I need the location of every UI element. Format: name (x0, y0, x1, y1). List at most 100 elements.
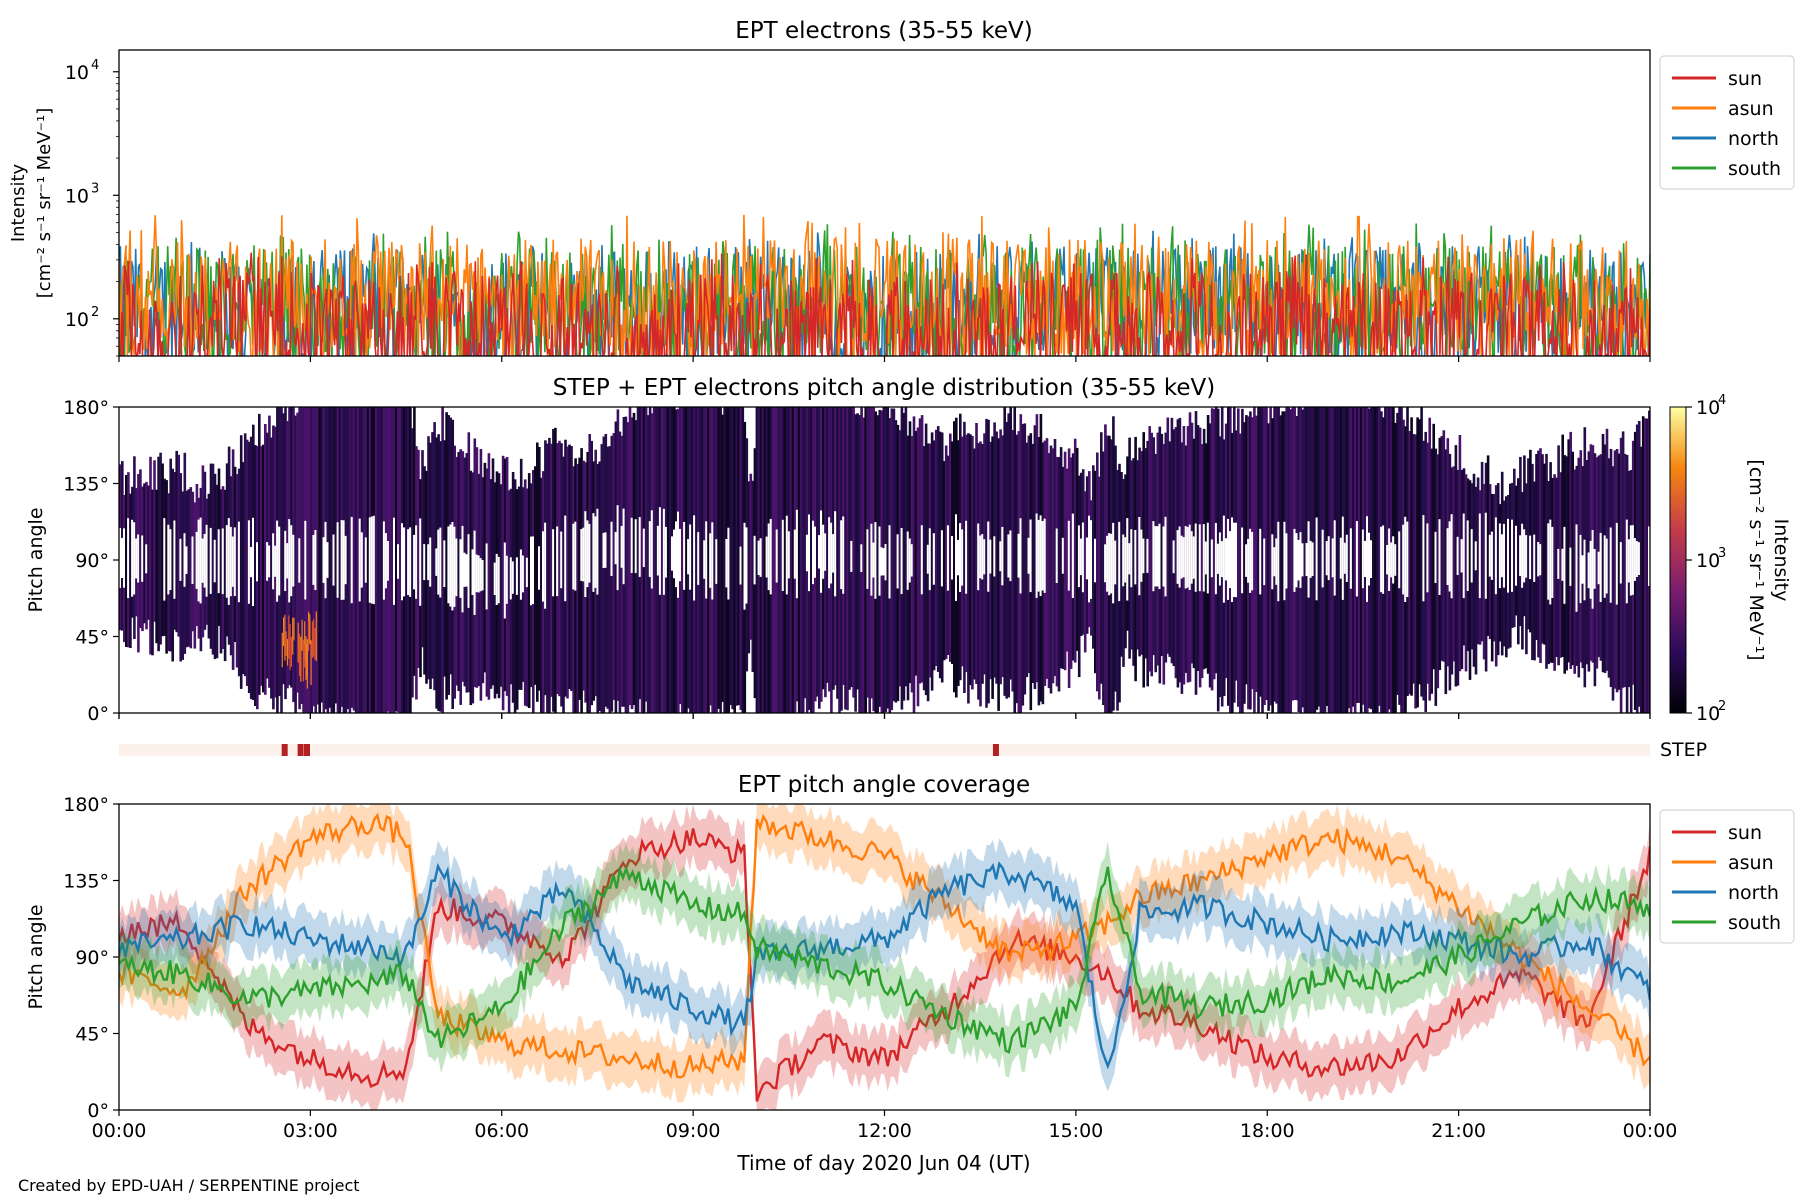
pad-gap (203, 533, 207, 588)
pad-gap (1648, 526, 1650, 586)
pad-gap (1188, 524, 1192, 590)
pad-column (316, 407, 320, 705)
pad-gap (560, 531, 563, 589)
pad-column (1476, 477, 1480, 645)
pad-column (264, 424, 267, 695)
pad-column (614, 421, 618, 713)
x-axis-label: Time of day 2020 Jun 04 (UT) (736, 1151, 1030, 1175)
pad-column (1237, 408, 1240, 707)
pad-gap (1382, 525, 1385, 594)
panel1-ylabel-units: [cm⁻² s⁻¹ sr⁻¹ MeV⁻¹] (34, 108, 55, 299)
pad-column (1045, 438, 1049, 679)
pad-gap (664, 526, 668, 578)
pad-column (457, 451, 461, 691)
pad-column (898, 430, 902, 687)
pad-gap (1216, 543, 1220, 574)
pad-column (1464, 474, 1468, 672)
pad-column (912, 416, 916, 713)
panel2-title: STEP + EPT electrons pitch angle distrib… (553, 375, 1215, 401)
pad-column (338, 407, 342, 713)
pad-gap (183, 533, 187, 587)
pad-gap (1633, 538, 1637, 581)
pad-gap (1085, 537, 1089, 580)
legend3-label-asun: asun (1728, 852, 1774, 874)
pad-column (405, 407, 408, 713)
pad-column (779, 407, 783, 713)
pad-gap (415, 525, 418, 599)
pad-column (1265, 407, 1268, 700)
pad-gap (1533, 534, 1536, 582)
y-tick-label: 135° (63, 474, 109, 496)
pad-column (1418, 419, 1421, 685)
pad-gap (993, 536, 996, 577)
pad-gap (1186, 527, 1190, 588)
pad-column (507, 490, 511, 713)
pad-column (783, 407, 787, 713)
colorbar-units: [cm⁻² s⁻¹ sr⁻¹ MeV⁻¹] (1745, 459, 1767, 660)
pad-column (223, 489, 227, 662)
pad-gap (503, 542, 507, 619)
pad-gap (231, 536, 235, 587)
pad-gap (1370, 540, 1373, 578)
pad-column (1527, 458, 1530, 630)
pad-gap (1146, 538, 1150, 573)
pad-column (1573, 469, 1577, 674)
pad-gap (805, 534, 809, 572)
pad-gap (638, 517, 642, 577)
pad-column (1432, 423, 1436, 670)
pad-gap (1470, 529, 1474, 583)
pad-column (1623, 453, 1627, 687)
pad-gap (677, 511, 680, 598)
pad-gap (350, 516, 354, 604)
pad-gap (1494, 517, 1498, 595)
pad-gap (824, 533, 827, 571)
pad-column (1281, 411, 1285, 713)
pad-column (604, 434, 608, 707)
pad-gap (1061, 537, 1065, 574)
pad-column (761, 407, 765, 713)
pad-gap (1380, 526, 1383, 593)
pad-column (280, 407, 283, 713)
pad-column (153, 460, 156, 622)
pad-column (652, 407, 656, 713)
pad-column (189, 487, 193, 649)
pad-gap (1363, 540, 1367, 577)
pad-gap (453, 526, 457, 607)
step-marker (992, 744, 999, 756)
pad-gap (860, 544, 863, 572)
pad-gap (525, 557, 529, 588)
pad-gap (1521, 523, 1524, 588)
pad-gap (1112, 522, 1115, 604)
pad-gap (427, 544, 430, 581)
pad-gap (866, 529, 870, 589)
pad-gap (781, 519, 785, 591)
pad-column (260, 446, 263, 686)
pad-gap (290, 525, 293, 597)
pad-gap (1198, 524, 1202, 592)
pad-gap (574, 521, 577, 591)
pad-gap (530, 536, 533, 606)
pad-column (1372, 407, 1375, 713)
pad-column (1621, 431, 1625, 688)
pad-column (1577, 457, 1581, 678)
pad-column (666, 407, 670, 713)
pad-column (1317, 407, 1321, 707)
pad-column (1289, 409, 1293, 713)
legend1-label-north: north (1728, 128, 1779, 150)
pad-column (215, 484, 219, 659)
pad-gap (286, 543, 289, 579)
pad-column (1025, 442, 1029, 678)
pad-gap (1001, 526, 1004, 586)
pad-gap (908, 538, 912, 583)
pad-gap (1450, 514, 1454, 599)
pad-gap (1214, 523, 1218, 595)
pad-gap (1039, 515, 1043, 597)
pad-gap (1220, 541, 1224, 578)
series-sun (119, 828, 1650, 1102)
pad-gap (928, 528, 932, 591)
pad-column (862, 417, 865, 713)
pad-column (1571, 451, 1575, 666)
pad-column (431, 432, 434, 679)
pad-column (1313, 407, 1317, 713)
pad-column (1144, 448, 1148, 659)
